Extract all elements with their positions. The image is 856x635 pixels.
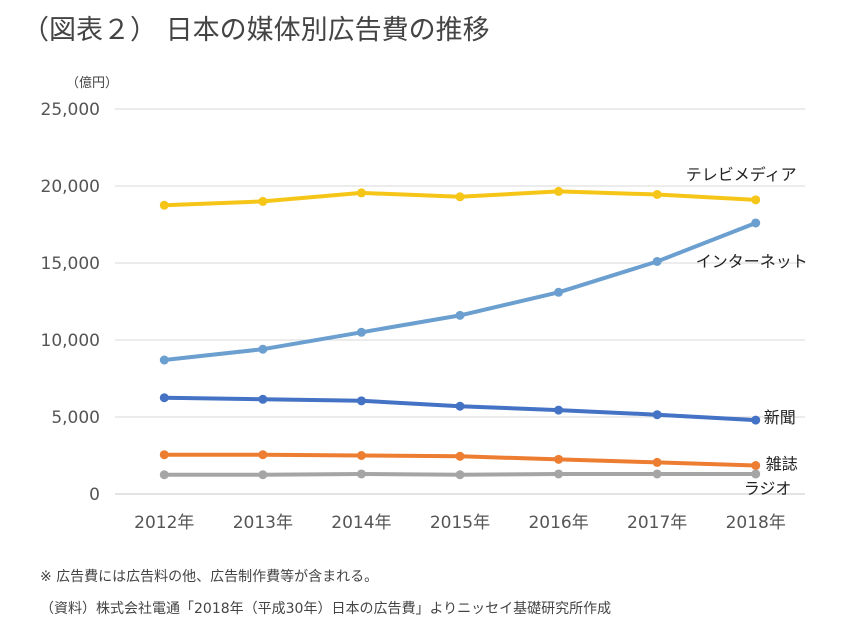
data-point (652, 189, 662, 199)
x-tick-label: 2014年 (331, 513, 391, 533)
series-label: ラジオ (744, 479, 792, 498)
data-point (652, 457, 662, 467)
data-point (554, 469, 564, 479)
data-point (455, 310, 465, 320)
data-point (751, 415, 761, 425)
y-tick-label: 25,000 (41, 100, 100, 120)
data-point (455, 470, 465, 480)
data-point (356, 188, 366, 198)
data-point (554, 287, 564, 297)
y-axis-unit-label: （億円） (66, 76, 119, 91)
y-tick-label: 5,000 (51, 408, 100, 428)
data-point (455, 401, 465, 411)
data-point (751, 461, 761, 471)
source-note: （資料）株式会社電通「2018年（平成30年）日本の広告費」よりニッセイ基礎研究… (40, 601, 612, 617)
series-label: 新聞 (764, 408, 796, 427)
y-tick-label: 0 (89, 485, 100, 505)
x-tick-label: 2012年 (134, 513, 194, 533)
y-tick-label: 20,000 (41, 177, 100, 197)
data-point (159, 200, 169, 210)
y-tick-labels: 0 5,000 10,000 15,000 20,000 25,000 (41, 100, 100, 505)
series-lines (162, 189, 758, 477)
x-tick-label: 2015年 (430, 513, 490, 533)
data-point (258, 470, 268, 480)
data-point (751, 195, 761, 205)
data-point (159, 393, 169, 403)
series-label: 雑誌 (766, 455, 798, 474)
data-point (751, 218, 761, 228)
series-label: テレビメディア (686, 165, 797, 184)
series-label: インターネット (696, 252, 808, 271)
data-point (356, 327, 366, 337)
series-points (159, 186, 761, 480)
data-point (356, 451, 366, 460)
data-point (652, 469, 662, 479)
y-tick-label: 15,000 (41, 254, 100, 274)
data-point (258, 450, 268, 460)
data-point (258, 394, 268, 404)
data-point (159, 450, 169, 460)
x-tick-labels: 2012年 2013年 2014年 2015年 2016年 2017年 2018年 (134, 513, 786, 533)
data-point (652, 410, 662, 420)
x-tick-label: 2018年 (726, 513, 786, 533)
data-point (652, 256, 662, 266)
data-point (258, 344, 268, 354)
chart-title: （図表２） 日本の媒体別広告費の推移 (22, 15, 490, 46)
data-point (554, 405, 564, 415)
data-point (455, 192, 465, 202)
data-point (258, 196, 268, 206)
x-tick-label: 2016年 (528, 513, 588, 533)
series-line (162, 221, 758, 362)
data-point (554, 454, 564, 464)
footnote: ※ 広告費には広告料の他、広告制作費等が含まれる。 (40, 569, 379, 585)
data-point (554, 186, 564, 196)
data-point (751, 469, 761, 479)
data-point (455, 451, 465, 461)
data-point (356, 469, 366, 479)
x-tick-label: 2013年 (233, 513, 293, 533)
data-point (159, 470, 169, 480)
data-point (159, 355, 169, 365)
y-tick-label: 10,000 (41, 331, 100, 351)
data-point (356, 396, 366, 406)
x-tick-label: 2017年 (627, 513, 687, 533)
